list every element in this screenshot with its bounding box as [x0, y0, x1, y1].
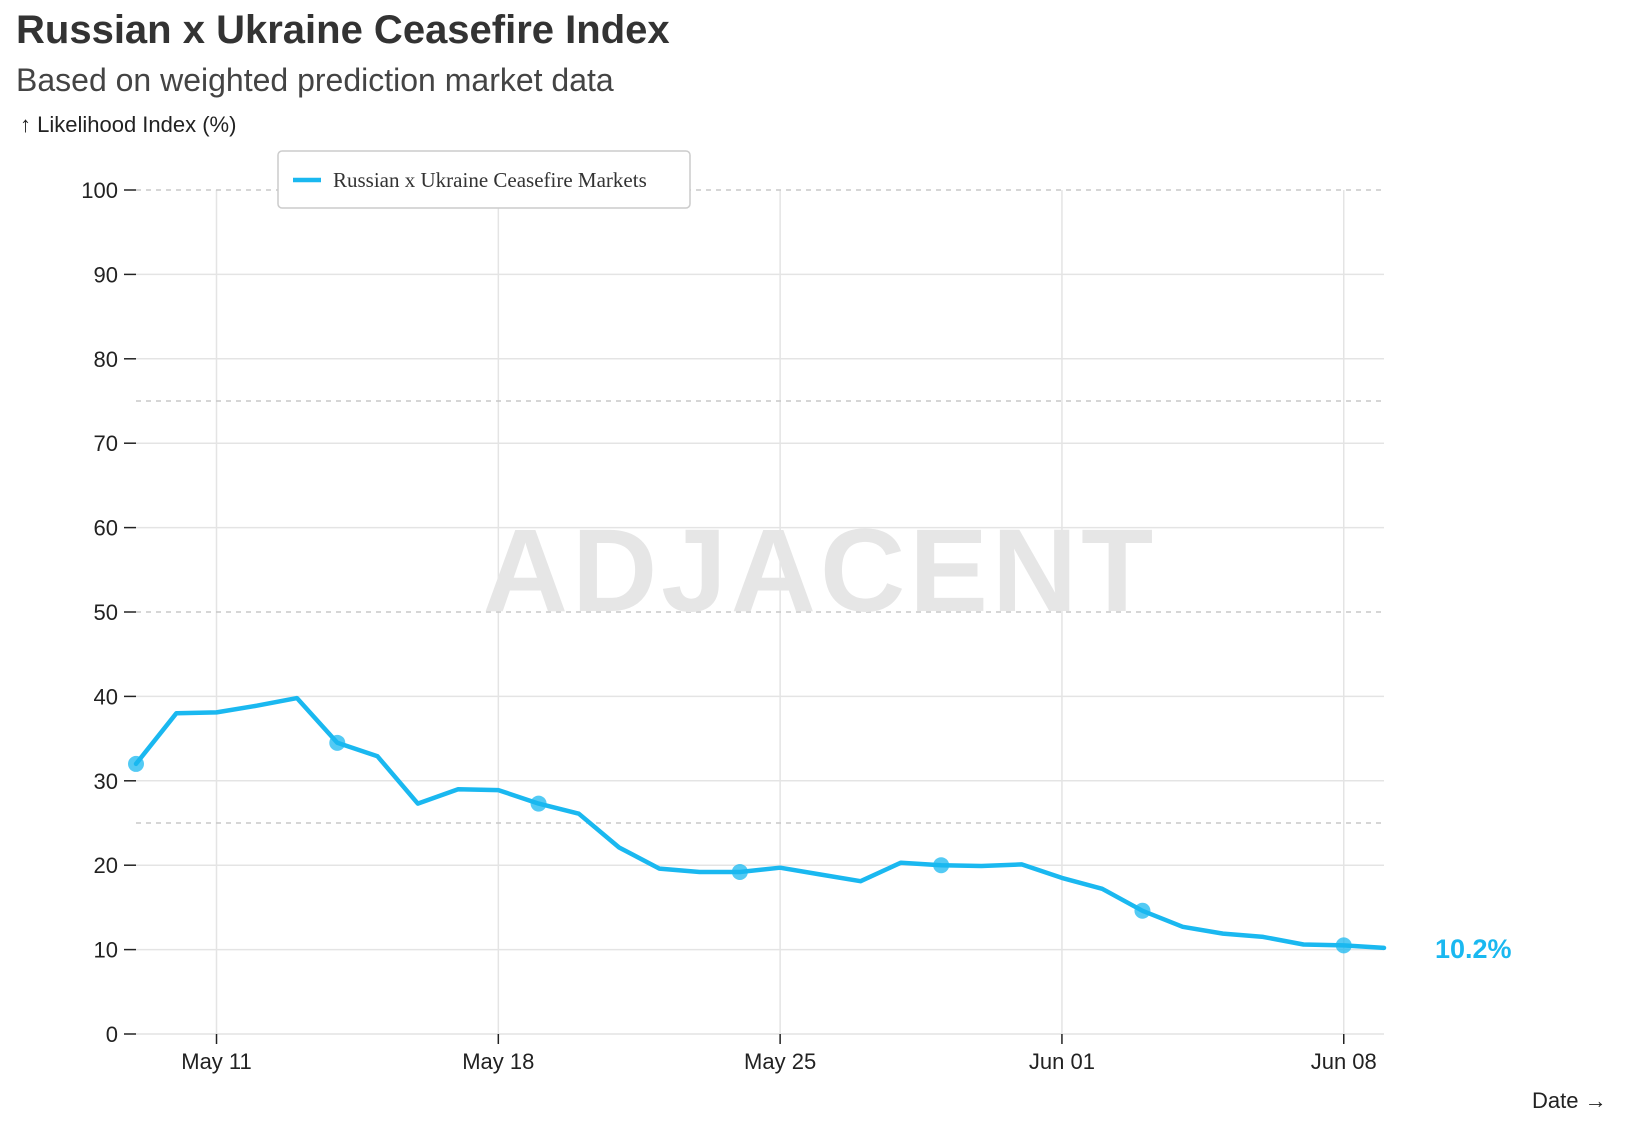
data-point-marker — [731, 863, 748, 880]
x-tick-label: May 25 — [744, 1049, 816, 1074]
y-axis-label: ↑ Likelihood Index (%) — [20, 112, 237, 137]
legend[interactable]: Russian x Ukraine Ceasefire Markets — [277, 150, 691, 209]
data-point-marker — [933, 857, 950, 874]
x-tick-label: Jun 08 — [1311, 1049, 1377, 1074]
legend-box — [277, 150, 691, 209]
y-tick-label: 60 — [94, 516, 118, 541]
series: 10.2% — [128, 695, 1512, 964]
data-point-marker — [1335, 937, 1352, 954]
chart-title: Russian x Ukraine Ceasefire Index — [16, 8, 670, 52]
y-tick-label: 40 — [94, 684, 118, 709]
y-tick-label: 0 — [106, 1022, 118, 1047]
watermark: ADJACENT — [483, 505, 1158, 637]
y-tick-label: 80 — [94, 347, 118, 372]
x-tick-label: Jun 01 — [1029, 1049, 1095, 1074]
y-tick-label: 100 — [81, 178, 118, 203]
axes: 0 10 20 30 40 50 60 70 80 90 100 May 11 May 18 May 25… — [81, 178, 1376, 1074]
x-axis-label: Date → — [1532, 1088, 1607, 1113]
y-tick-label: 10 — [94, 938, 118, 963]
x-tick-label: May 11 — [181, 1049, 252, 1074]
data-point-marker — [128, 755, 144, 772]
data-point-marker — [1134, 902, 1151, 919]
legend-label: Russian x Ukraine Ceasefire Markets — [333, 168, 647, 192]
grid — [136, 189, 1384, 1035]
data-point-marker — [530, 795, 547, 812]
y-tick-label: 50 — [94, 600, 118, 625]
data-point-marker — [329, 734, 346, 751]
y-tick-label: 70 — [94, 431, 118, 456]
x-tick-label: May 18 — [462, 1049, 534, 1074]
y-tick-label: 90 — [94, 262, 118, 287]
chart-subtitle: Based on weighted prediction market data — [16, 62, 614, 98]
y-tick-label: 20 — [94, 853, 118, 878]
end-value-label: 10.2% — [1435, 934, 1512, 964]
y-tick-label: 30 — [94, 769, 118, 794]
